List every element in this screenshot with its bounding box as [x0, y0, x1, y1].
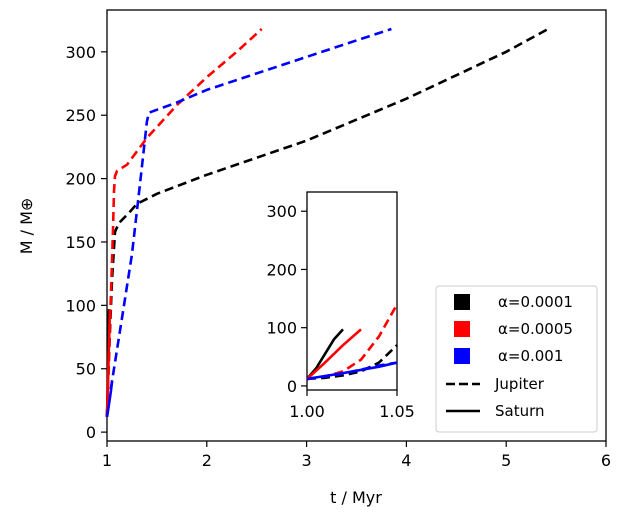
legend-label-saturn: Saturn	[495, 402, 545, 420]
legend-swatch-alpha-001	[454, 348, 470, 364]
main-series-group	[105, 27, 549, 418]
inset-y-tick-label: 300	[266, 202, 297, 221]
x-tick-label: 4	[401, 451, 411, 470]
inset-y-tick-label: 0	[287, 377, 297, 396]
legend-label-alpha-0005: α=0.0005	[498, 320, 573, 338]
legend-label-alpha-001: α=0.001	[498, 347, 563, 365]
inset-series-group	[306, 303, 399, 381]
inset-x-tick-label: 1.00	[289, 402, 325, 421]
x-tick-label: 6	[601, 451, 611, 470]
inset-x-tick-label: 1.05	[379, 402, 415, 421]
legend: α=0.0001 α=0.0005 α=0.001 Jupiter Saturn	[435, 285, 598, 433]
x-tick-label: 3	[302, 451, 312, 470]
inset-y-ticks: 0 100 200 300	[266, 202, 307, 396]
legend-swatch-alpha-0001	[454, 294, 470, 310]
x-tick-label: 1	[102, 451, 112, 470]
y-tick-label: 150	[65, 233, 96, 252]
x-axis-label: t / Myr	[330, 488, 382, 507]
series-line-jupiter	[105, 27, 549, 417]
y-tick-label: 50	[76, 360, 96, 379]
main-x-ticks: 1 2 3 4 5 6	[102, 441, 611, 470]
y-tick-label: 0	[86, 423, 96, 442]
legend-label-jupiter: Jupiter	[494, 375, 545, 393]
y-tick-label: 300	[65, 43, 96, 62]
series-line-jupiter	[105, 28, 263, 417]
y-axis-label: M / M⊕	[17, 198, 36, 255]
series-line-jupiter	[105, 27, 392, 418]
x-tick-label: 2	[202, 451, 212, 470]
legend-label-alpha-0001: α=0.0001	[498, 293, 573, 311]
main-y-ticks: 0 50 100 150 200 250 300	[65, 43, 107, 442]
inset-x-ticks: 1.00 1.05	[289, 390, 415, 421]
inset-series-line	[306, 361, 398, 381]
inset-y-tick-label: 200	[266, 260, 297, 279]
x-tick-label: 5	[501, 451, 511, 470]
inset-series-line	[306, 328, 362, 380]
legend-frame	[435, 285, 598, 433]
y-tick-label: 250	[65, 106, 96, 125]
y-tick-label: 100	[65, 296, 96, 315]
series-line-saturn	[105, 309, 112, 417]
inset-y-tick-label: 100	[266, 319, 297, 338]
series-line-saturn	[105, 381, 114, 418]
inset-plot-frame	[306, 191, 398, 391]
legend-swatch-alpha-0005	[454, 321, 470, 337]
y-tick-label: 200	[65, 170, 96, 189]
